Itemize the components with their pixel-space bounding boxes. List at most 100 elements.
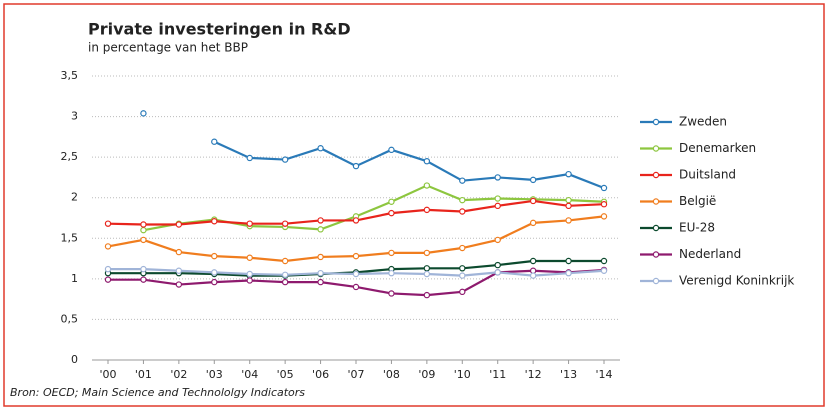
point <box>423 291 431 299</box>
point <box>104 265 112 273</box>
point <box>529 176 537 184</box>
point <box>600 184 608 192</box>
point <box>423 249 431 257</box>
x-tick-label: '10 <box>454 368 471 381</box>
legend-marker <box>652 224 660 232</box>
point <box>317 269 324 277</box>
x-tick-label: '02 <box>170 368 187 381</box>
point <box>459 265 466 272</box>
frame <box>3 3 825 407</box>
point <box>246 270 253 278</box>
point <box>281 220 289 227</box>
point <box>459 244 466 252</box>
series-line <box>213 140 605 190</box>
point <box>246 154 253 162</box>
legend-label: Duitsland <box>679 168 736 182</box>
point <box>175 248 183 256</box>
point <box>388 249 395 257</box>
point <box>565 217 572 224</box>
point <box>175 221 183 228</box>
legend-label: Zweden <box>679 115 727 129</box>
y-tick-label: 1 <box>71 272 78 285</box>
legend-marker <box>652 198 660 205</box>
point <box>104 276 112 283</box>
point <box>317 278 324 286</box>
point <box>423 270 431 278</box>
legend-label: Verenigd Koninkrijk <box>679 274 794 288</box>
x-tick-label: '05 <box>277 368 294 381</box>
point <box>565 170 572 178</box>
point <box>246 220 253 227</box>
x-tick-label: '03 <box>206 368 223 381</box>
point <box>529 272 537 279</box>
legend-marker <box>652 251 660 258</box>
point <box>352 162 360 170</box>
point <box>494 202 501 210</box>
point <box>494 195 501 202</box>
point <box>600 257 608 265</box>
point <box>600 201 608 208</box>
point <box>423 206 431 214</box>
point <box>140 236 147 244</box>
point <box>459 272 466 279</box>
chart-subtitle: in percentage van het BBP <box>88 41 248 55</box>
x-tick-label: '12 <box>525 368 542 381</box>
point <box>494 261 501 269</box>
point <box>352 283 360 291</box>
point <box>423 182 431 189</box>
x-tick-label: '07 <box>347 368 364 381</box>
point <box>565 269 572 277</box>
legend-label: EU-28 <box>679 221 715 235</box>
point <box>423 157 431 165</box>
point <box>211 138 218 145</box>
point <box>600 213 608 220</box>
point <box>565 202 572 210</box>
point <box>459 288 466 296</box>
legend-label: Denemarken <box>679 141 756 155</box>
point <box>211 252 218 260</box>
point <box>211 218 218 225</box>
point <box>388 198 395 205</box>
point <box>246 277 253 284</box>
x-tick-label: '09 <box>418 368 435 381</box>
x-tick-label: '14 <box>595 368 612 381</box>
point <box>494 236 501 244</box>
point <box>423 265 431 272</box>
point <box>317 217 324 224</box>
point <box>565 257 572 265</box>
legend-marker <box>652 145 660 152</box>
x-tick-label: '08 <box>383 368 400 381</box>
point <box>388 146 395 154</box>
x-tick-label: '06 <box>312 368 329 381</box>
point <box>104 220 112 227</box>
point <box>246 254 253 261</box>
point <box>600 267 608 274</box>
point <box>494 269 501 276</box>
chart-title: Private investeringen in R&D <box>88 20 351 39</box>
point <box>281 278 289 286</box>
point <box>175 267 183 274</box>
point <box>281 257 289 265</box>
point <box>352 217 360 224</box>
y-tick-label: 0,5 <box>61 312 79 325</box>
source: Bron: OECD; Main Science and Technololgy… <box>10 386 305 399</box>
y-tick-label: 3 <box>71 110 78 123</box>
point <box>529 197 537 205</box>
point <box>388 209 395 217</box>
point <box>494 174 501 181</box>
point <box>459 196 466 204</box>
point <box>281 271 289 278</box>
point <box>140 110 147 117</box>
point <box>140 265 147 273</box>
x-tick-label: '04 <box>241 368 258 381</box>
point <box>175 281 183 288</box>
point <box>140 276 147 283</box>
point <box>459 208 466 215</box>
y-tick-label: 2 <box>71 191 78 204</box>
point <box>459 177 466 184</box>
point <box>352 252 360 260</box>
point <box>211 269 218 276</box>
point <box>529 219 537 227</box>
point <box>388 269 395 277</box>
